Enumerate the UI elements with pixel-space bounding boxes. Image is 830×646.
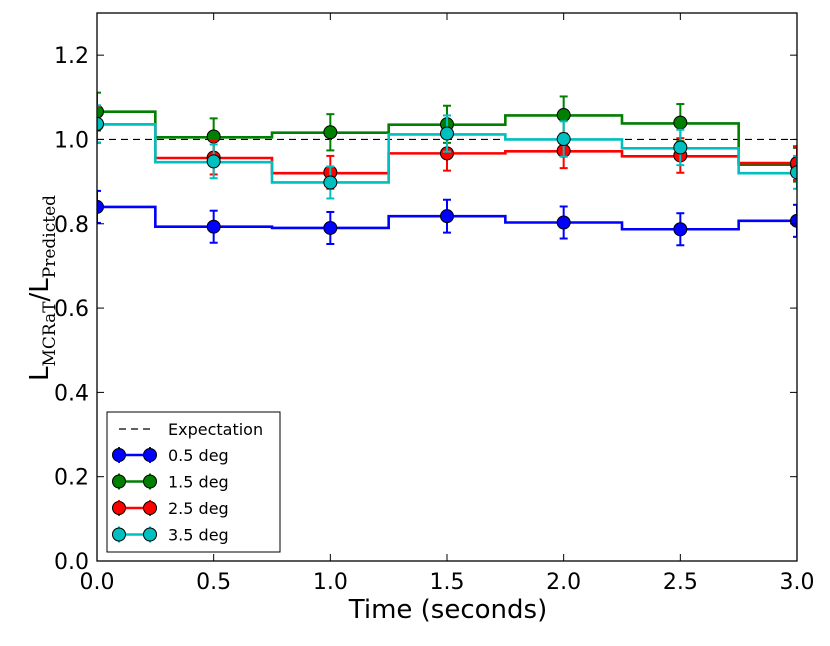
legend-label-expectation: Expectation — [168, 420, 263, 439]
data-point-3-5-deg — [323, 175, 338, 190]
legend-marker-2-5-deg — [143, 501, 157, 515]
x-tick-label: 0.0 — [80, 570, 115, 595]
data-point-0-5-deg — [323, 220, 338, 235]
axes: 0.0 0.5 1.0 1.5 2.0 2.5 3.0 0.0 0.2 0.4 0.6 0.8 1.0 1… — [54, 12, 815, 595]
legend-label-0-5-deg: 0.5 deg — [168, 446, 229, 465]
y-axis-title: LMCRaT/LPredicted — [25, 195, 60, 381]
data-point-0-5-deg — [206, 219, 221, 234]
data-point-0-5-deg — [97, 199, 104, 214]
legend-marker-3-5-deg — [143, 527, 157, 542]
x-tick-label: 3.0 — [780, 570, 815, 595]
plot-content — [97, 91, 797, 247]
legend-marker-3-5-deg — [112, 527, 126, 542]
legend-label-2-5-deg: 2.5 deg — [168, 499, 229, 518]
y-tick-label: 1.2 — [54, 44, 89, 69]
data-point-0-5-deg — [440, 209, 454, 224]
y-tick-label: 0.6 — [54, 297, 89, 322]
data-point-1-5-deg — [97, 104, 104, 119]
y-tick-label: 0.4 — [54, 381, 89, 406]
data-point-3-5-deg — [790, 165, 797, 180]
data-point-3-5-deg — [440, 126, 454, 141]
data-point-1-5-deg — [556, 108, 571, 123]
legend-label-3-5-deg: 3.5 deg — [168, 526, 229, 545]
x-tick-label: 1.5 — [430, 570, 465, 595]
legend-marker-2-5-deg — [112, 501, 126, 515]
data-point-3-5-deg — [97, 116, 104, 131]
legend: Expectation 0.5 deg 1.5 deg 2.5 deg 3.5 deg — [106, 411, 281, 553]
legend-label-1-5-deg: 1.5 deg — [168, 473, 229, 492]
data-point-3-5-deg — [673, 140, 688, 155]
data-point-0-5-deg — [673, 222, 688, 237]
x-tick-label: 0.5 — [196, 570, 231, 595]
legend-marker-1-5-deg — [112, 474, 126, 489]
data-point-1-5-deg — [323, 125, 338, 140]
y-tick-label: 0.8 — [54, 213, 89, 238]
x-axis-title: Time (seconds) — [348, 595, 547, 625]
plot-area — [97, 91, 797, 247]
y-tick-label: 0.0 — [54, 550, 89, 575]
x-tick-label: 1.0 — [313, 570, 348, 595]
y-tick-label: 0.2 — [54, 466, 89, 491]
data-point-3-5-deg — [206, 154, 221, 169]
y-tick-label: 1.0 — [54, 128, 89, 153]
legend-marker-0-5-deg — [143, 448, 157, 462]
data-point-1-5-deg — [673, 115, 688, 130]
legend-marker-1-5-deg — [143, 474, 157, 489]
data-point-0-5-deg — [556, 215, 571, 230]
x-tick-label: 2.0 — [546, 570, 581, 595]
x-tick-label: 2.5 — [663, 570, 698, 595]
data-point-3-5-deg — [556, 132, 571, 147]
legend-marker-0-5-deg — [112, 448, 126, 462]
